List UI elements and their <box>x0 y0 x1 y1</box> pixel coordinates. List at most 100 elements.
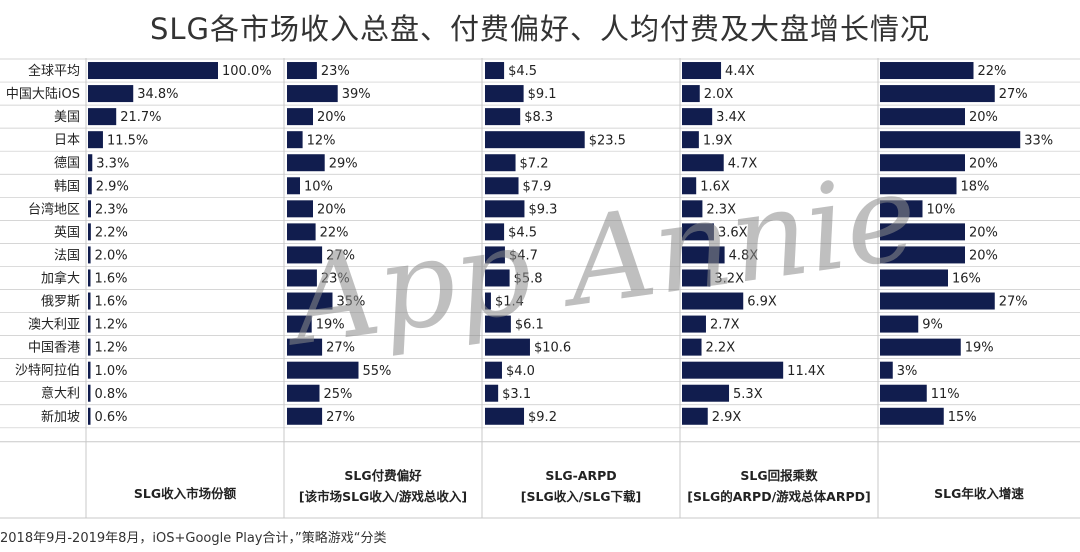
value-label: 21.7% <box>120 110 161 125</box>
value-label: 3.3% <box>96 156 129 171</box>
value-label: 25% <box>324 387 353 402</box>
row-label: 台湾地区 <box>28 201 80 217</box>
bar <box>485 361 502 379</box>
value-label: 11.4X <box>787 364 825 379</box>
value-label: 55% <box>363 364 392 379</box>
value-label: $4.0 <box>506 364 535 379</box>
value-label: 2.2% <box>95 225 128 240</box>
value-label: 5.3X <box>733 387 763 402</box>
bar <box>287 177 300 195</box>
bar <box>287 154 325 172</box>
bar <box>682 131 699 149</box>
panel-header: [SLG的ARPD/游戏总体ARPD] <box>687 489 870 504</box>
bar <box>485 85 524 103</box>
value-label: 3% <box>897 364 918 379</box>
value-label: 20% <box>969 110 998 125</box>
value-label: 35% <box>337 295 366 310</box>
bar <box>682 361 784 379</box>
bar <box>682 154 724 172</box>
row-label: 中国香港 <box>28 341 80 356</box>
bar <box>880 269 948 287</box>
value-label: 33% <box>1024 133 1053 148</box>
value-label: $4.5 <box>508 225 537 240</box>
row-label: 新加坡 <box>41 409 80 425</box>
value-label: 20% <box>317 110 346 125</box>
bar <box>682 407 708 425</box>
bar <box>880 315 919 333</box>
bar <box>880 246 965 264</box>
bar <box>485 223 505 241</box>
value-label: $10.6 <box>534 341 571 356</box>
bars <box>88 62 1021 425</box>
panel-header: [SLG收入/SLG下载] <box>521 489 641 504</box>
bar <box>287 200 313 218</box>
row-label: 美国 <box>54 110 80 125</box>
bar <box>485 269 510 287</box>
value-label: 23% <box>321 272 350 287</box>
value-label: 27% <box>999 87 1028 102</box>
row-label: 中国大陆iOS <box>6 86 80 102</box>
value-label: 3.6X <box>718 225 748 240</box>
bar <box>682 177 697 195</box>
bar <box>287 269 317 287</box>
value-label: 11% <box>931 387 960 402</box>
value-label: $5.8 <box>514 272 543 287</box>
bar <box>287 407 323 425</box>
value-label: 27% <box>326 249 355 264</box>
row-label: 英国 <box>54 225 80 240</box>
value-label: 9% <box>922 318 943 333</box>
bar <box>485 200 525 218</box>
bar <box>287 338 323 356</box>
value-label: $9.2 <box>528 410 557 425</box>
value-label: 3.2X <box>714 272 744 287</box>
bar <box>287 384 320 402</box>
bar <box>682 62 722 80</box>
value-label: 4.7X <box>728 156 758 171</box>
value-label: 2.3% <box>95 202 128 217</box>
bar <box>880 108 965 126</box>
bar <box>287 108 313 126</box>
value-label: 10% <box>927 202 956 217</box>
row-label: 日本 <box>54 133 80 148</box>
value-label: 1.0% <box>95 364 128 379</box>
value-label: 2.0% <box>95 249 128 264</box>
value-label: 2.3X <box>706 202 736 217</box>
bar <box>682 338 702 356</box>
bar <box>682 85 700 103</box>
panel-headers: SLG收入市场份额 SLG付费偏好 [该市场SLG收入/游戏总收入] SLG-ARPD… <box>134 468 1024 504</box>
value-label: 2.9X <box>712 410 742 425</box>
value-label: 39% <box>342 87 371 102</box>
bar <box>88 246 91 264</box>
value-label: 29% <box>329 156 358 171</box>
value-label: 19% <box>965 341 994 356</box>
bar <box>287 85 338 103</box>
value-label: $9.1 <box>528 87 557 102</box>
bar <box>880 384 927 402</box>
bar <box>88 407 91 425</box>
bar <box>880 407 944 425</box>
value-label: 22% <box>320 225 349 240</box>
bar <box>287 62 317 80</box>
bar <box>682 292 744 310</box>
bar <box>287 315 312 333</box>
bar <box>287 292 333 310</box>
bar <box>485 154 516 172</box>
value-label: 19% <box>316 318 345 333</box>
bar <box>88 85 134 103</box>
value-label: 11.5% <box>107 133 148 148</box>
bar <box>287 131 303 149</box>
bar <box>485 62 505 80</box>
value-label: $7.2 <box>520 156 549 171</box>
value-label: 3.4X <box>716 110 746 125</box>
value-label: $9.3 <box>528 202 557 217</box>
row-label: 法国 <box>54 248 80 263</box>
bar <box>485 338 530 356</box>
value-label: 1.9X <box>703 133 733 148</box>
value-label: 34.8% <box>137 87 178 102</box>
row-label: 沙特阿拉伯 <box>15 364 80 379</box>
grid-lines <box>0 58 1080 519</box>
bar <box>682 315 706 333</box>
value-label: 2.9% <box>96 179 129 194</box>
bar <box>682 269 711 287</box>
bar <box>880 292 995 310</box>
